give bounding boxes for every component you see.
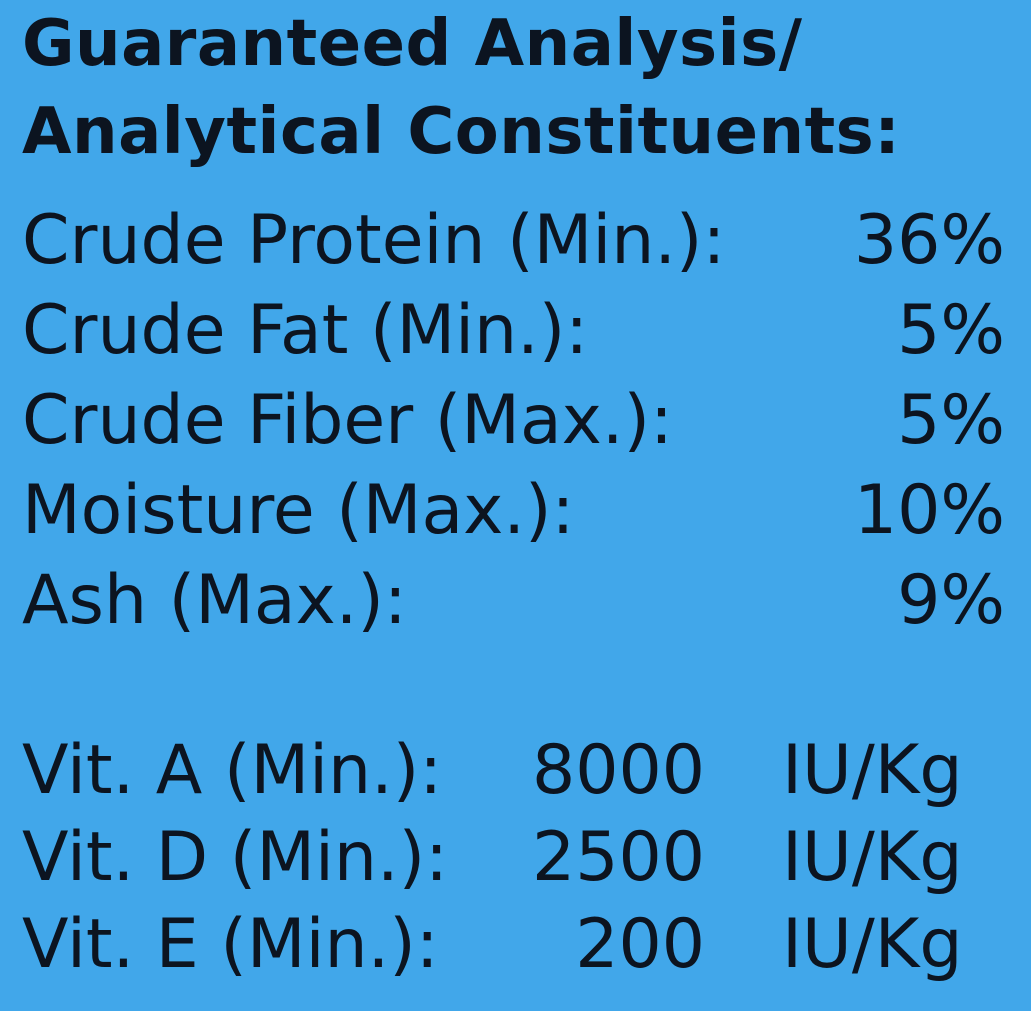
analysis-value: 10% bbox=[853, 471, 1005, 550]
vitamin-unit: IU/Kg bbox=[782, 905, 963, 984]
title-line-1: Guaranteed Analysis/ bbox=[22, 7, 803, 81]
vitamin-value: 8000 bbox=[531, 731, 705, 810]
analysis-value: 9% bbox=[897, 561, 1005, 640]
vitamin-row-a: Vit. A (Min.): 8000 IU/Kg bbox=[22, 728, 1005, 814]
analysis-value: 5% bbox=[897, 381, 1005, 460]
vitamin-value: 2500 bbox=[531, 818, 705, 897]
vitamin-unit: IU/Kg bbox=[782, 731, 963, 810]
vitamin-row-e: Vit. E (Min.): 200 IU/Kg bbox=[22, 902, 1005, 988]
vitamin-label: Vit. E (Min.): bbox=[22, 905, 439, 984]
title-line-2: Analytical Constituents: bbox=[22, 95, 901, 169]
analysis-label: Moisture (Max.): bbox=[22, 471, 575, 550]
analysis-row-protein: Crude Protein (Min.): 36% bbox=[22, 198, 1005, 284]
vitamin-label: Vit. A (Min.): bbox=[22, 731, 443, 810]
analysis-label: Crude Fat (Min.): bbox=[22, 291, 589, 370]
analysis-label: Ash (Max.): bbox=[22, 561, 407, 640]
vitamin-row-d: Vit. D (Min.): 2500 IU/Kg bbox=[22, 815, 1005, 901]
vitamin-unit: IU/Kg bbox=[782, 818, 963, 897]
vitamin-value: 200 bbox=[575, 905, 705, 984]
analysis-row-ash: Ash (Max.): 9% bbox=[22, 558, 1005, 644]
analysis-value: 36% bbox=[853, 201, 1005, 280]
vitamin-label: Vit. D (Min.): bbox=[22, 818, 449, 897]
analysis-row-fat: Crude Fat (Min.): 5% bbox=[22, 288, 1005, 374]
analysis-label: Crude Protein (Min.): bbox=[22, 201, 726, 280]
analysis-label: Crude Fiber (Max.): bbox=[22, 381, 673, 460]
analysis-value: 5% bbox=[897, 291, 1005, 370]
analysis-row-moisture: Moisture (Max.): 10% bbox=[22, 468, 1005, 554]
analysis-row-fiber: Crude Fiber (Max.): 5% bbox=[22, 378, 1005, 464]
